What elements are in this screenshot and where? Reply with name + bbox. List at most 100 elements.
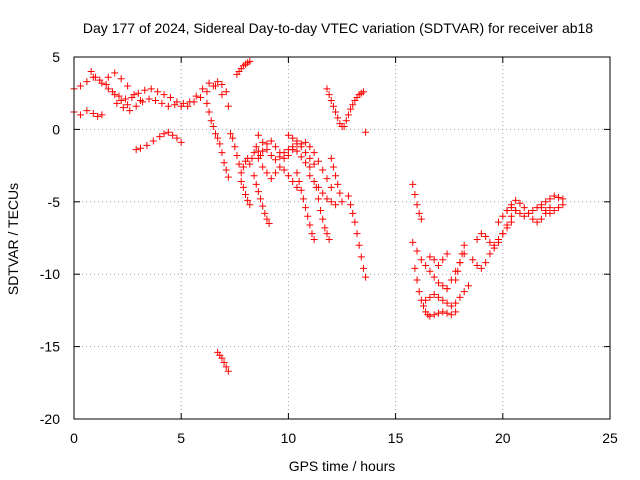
series-arc-28: [409, 238, 451, 293]
data-point: [227, 130, 235, 138]
data-point: [156, 133, 164, 141]
data-point: [426, 267, 434, 275]
data-point: [482, 233, 490, 241]
data-point: [473, 262, 481, 270]
data-point: [439, 282, 447, 290]
data-point: [537, 204, 545, 212]
data-point: [104, 73, 112, 81]
data-point: [310, 149, 318, 157]
series-arc-12: [237, 143, 265, 177]
data-point: [239, 163, 247, 171]
data-point: [297, 186, 305, 194]
data-point: [295, 178, 303, 186]
data-point: [334, 180, 342, 188]
data-point: [284, 131, 292, 139]
data-point: [205, 108, 213, 116]
data-point: [347, 201, 355, 209]
x-tick-label: 15: [388, 430, 404, 446]
data-point: [319, 166, 327, 174]
data-point: [224, 102, 232, 110]
data-point: [145, 95, 153, 103]
data-point: [422, 262, 430, 270]
data-point: [134, 89, 142, 97]
data-point: [490, 244, 498, 252]
data-point: [306, 221, 314, 229]
series-arc-19: [293, 169, 318, 243]
data-point: [76, 111, 84, 119]
data-point: [136, 144, 144, 152]
data-point: [169, 131, 177, 139]
data-point: [520, 204, 528, 212]
data-point: [327, 96, 335, 104]
data-point: [246, 57, 254, 65]
data-point: [218, 91, 226, 99]
data-point: [209, 82, 217, 90]
data-point: [143, 141, 151, 149]
data-point: [289, 146, 297, 154]
data-point: [267, 175, 275, 183]
data-point: [417, 215, 425, 223]
data-point: [203, 88, 211, 96]
data-point: [359, 88, 367, 96]
data-point: [259, 202, 267, 210]
data-point: [443, 309, 451, 317]
series-arc-09: [214, 348, 232, 375]
data-point: [209, 123, 217, 131]
data-point: [121, 95, 129, 103]
data-point: [276, 149, 284, 157]
data-point: [263, 140, 271, 148]
data-point: [207, 117, 215, 125]
data-point: [503, 221, 511, 229]
data-point: [456, 259, 464, 267]
data-point: [355, 241, 363, 249]
data-point: [229, 134, 237, 142]
data-point: [267, 137, 275, 145]
data-point: [130, 91, 138, 99]
data-point: [349, 209, 357, 217]
data-point: [302, 159, 310, 167]
data-point: [203, 99, 211, 107]
data-point: [297, 140, 305, 148]
data-point: [486, 250, 494, 258]
data-point: [454, 267, 462, 275]
series-arc-18: [284, 131, 335, 191]
data-point: [319, 189, 327, 197]
series-arc-35: [473, 206, 520, 252]
data-point: [284, 151, 292, 159]
data-point: [323, 195, 331, 203]
data-point: [115, 92, 123, 100]
data-point: [529, 206, 537, 214]
data-point: [409, 238, 417, 246]
data-point: [98, 79, 106, 87]
data-point: [555, 204, 563, 212]
data-point: [132, 146, 140, 154]
data-point: [332, 108, 340, 116]
data-point: [422, 296, 430, 304]
data-point: [550, 206, 558, 214]
data-point: [263, 169, 271, 177]
axis-ticks: [73, 56, 611, 420]
data-point: [237, 169, 245, 177]
data-point: [87, 67, 95, 75]
series-arc-21: [312, 183, 333, 243]
data-point: [486, 238, 494, 246]
plot-frame: [73, 56, 611, 420]
series-arc-30: [422, 282, 472, 310]
data-point: [293, 147, 301, 155]
data-point: [443, 285, 451, 293]
data-point: [83, 78, 91, 86]
data-point: [340, 123, 348, 131]
series-arc-13: [237, 178, 254, 209]
data-point: [306, 154, 314, 162]
data-point: [212, 130, 220, 138]
data-point: [362, 273, 370, 281]
data-point: [555, 193, 563, 201]
data-point: [111, 91, 119, 99]
data-point: [276, 163, 284, 171]
grid: [74, 57, 610, 419]
data-point: [190, 98, 198, 106]
data-point: [280, 154, 288, 162]
data-point: [452, 299, 460, 307]
data-point: [246, 201, 254, 209]
data-point: [126, 107, 134, 115]
